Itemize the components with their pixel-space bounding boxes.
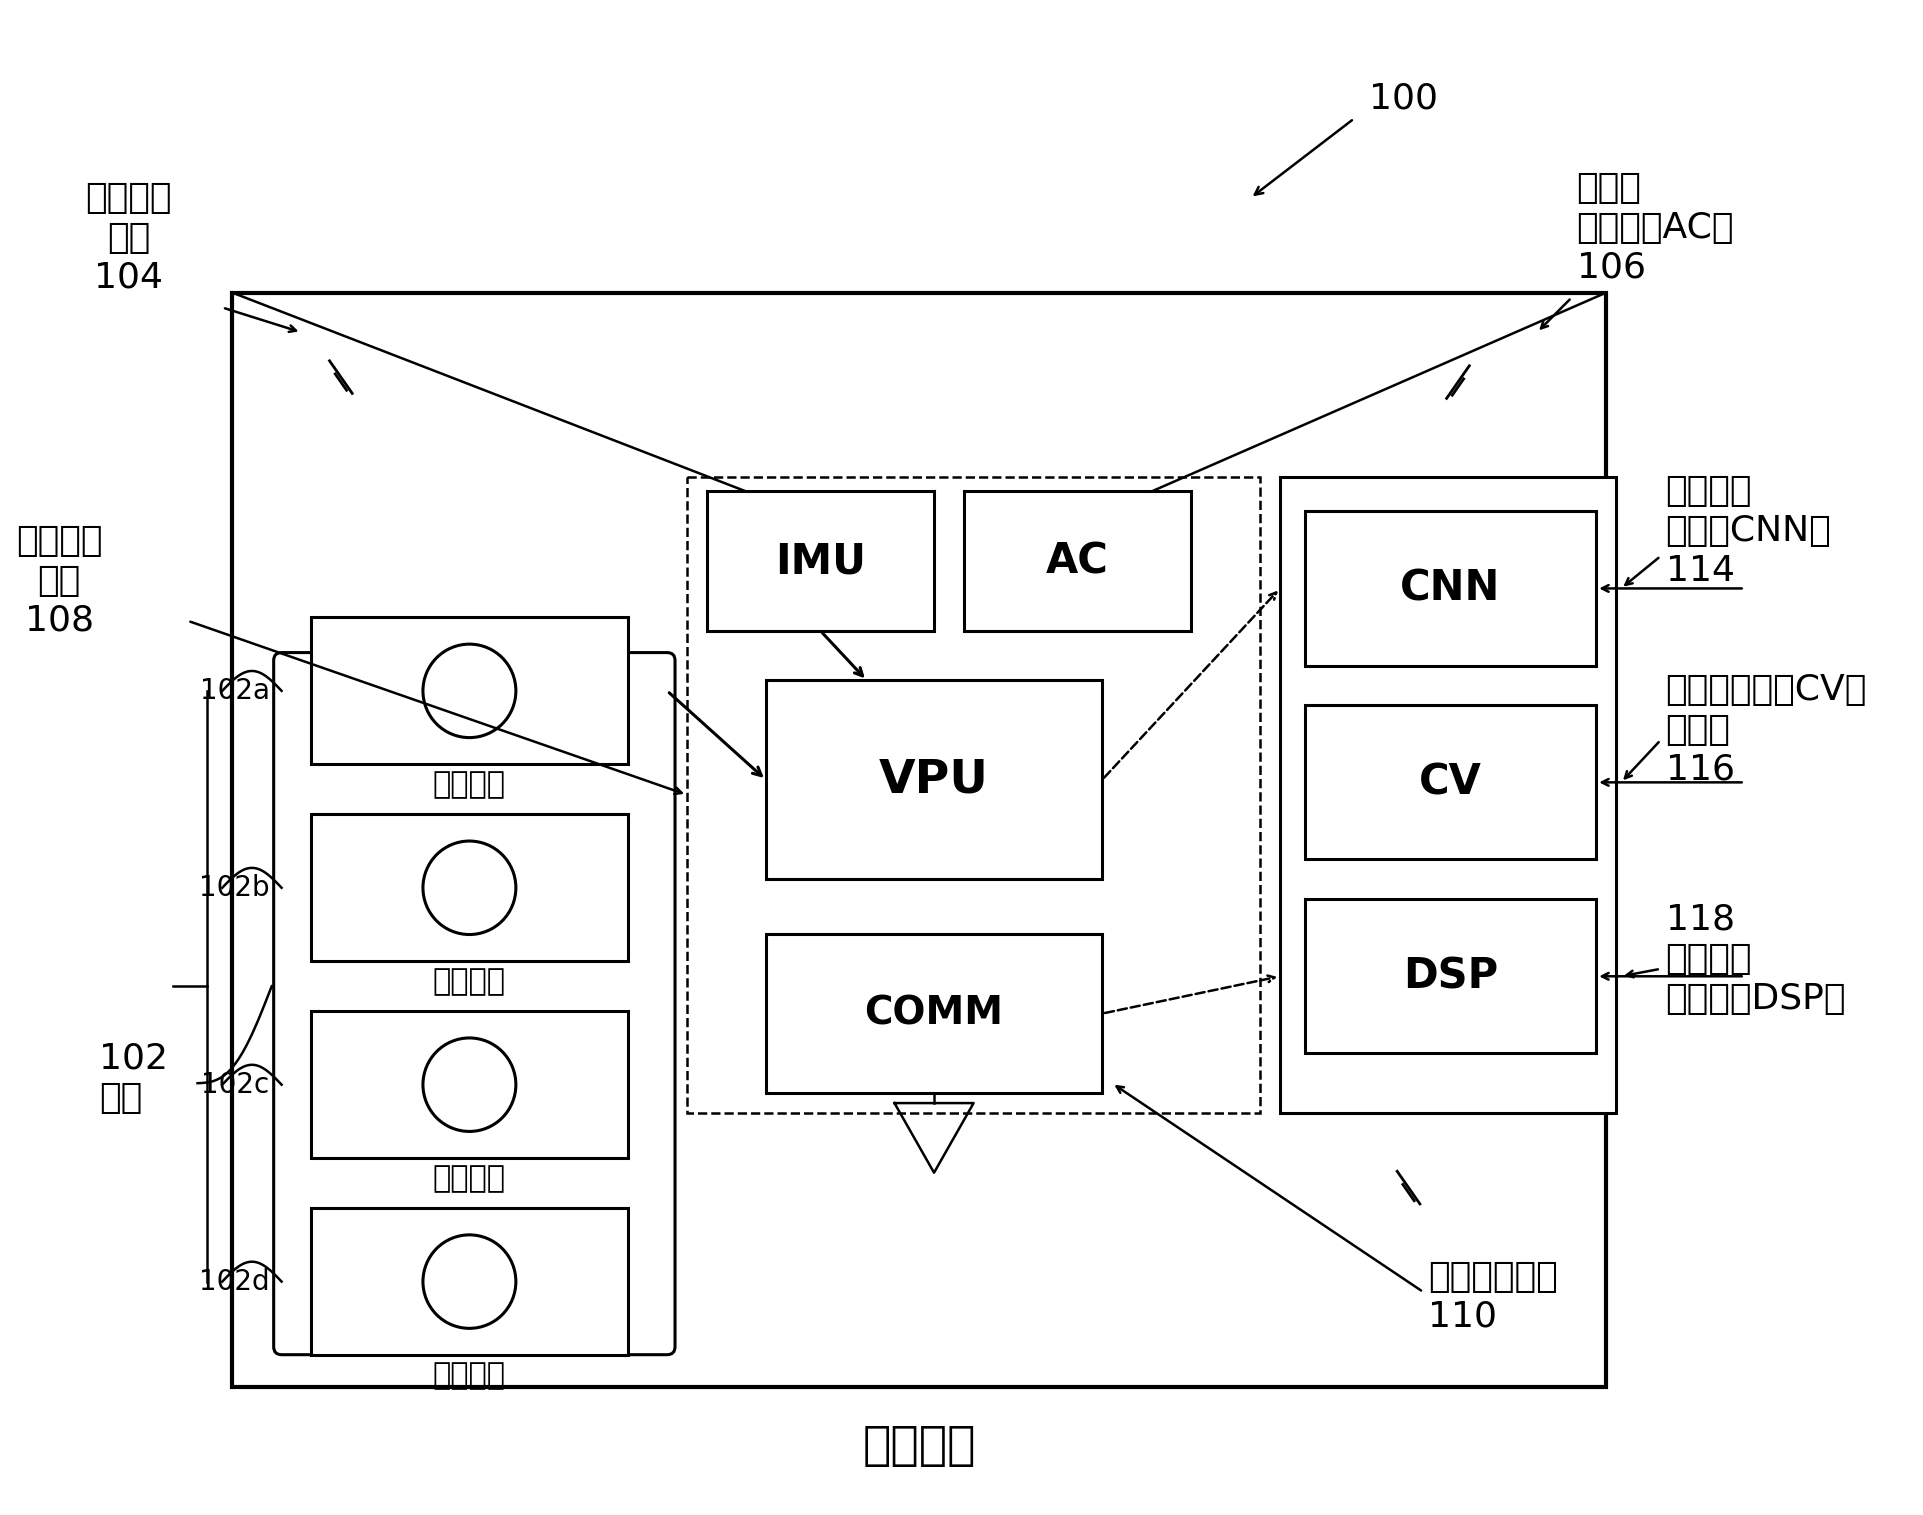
Text: 102a: 102a [200,677,269,704]
Text: CNN: CNN [1400,568,1500,609]
Text: AC: AC [1046,539,1110,582]
Bar [233,292,1606,1386]
Bar [1304,706,1596,859]
Bar [1304,900,1596,1053]
Bar [312,1207,627,1356]
Bar [312,617,627,765]
Text: 118: 118 [1665,901,1735,936]
Text: VPU: VPU [879,758,988,803]
Text: 移动相机: 移动相机 [862,1424,977,1468]
Text: 网络（CNN）: 网络（CNN） [1665,514,1831,548]
Bar [312,814,627,962]
Text: 解码器（AC）: 解码器（AC） [1577,211,1735,245]
Text: 104: 104 [94,261,163,294]
Text: CV: CV [1419,762,1483,803]
Text: 102b: 102b [200,874,269,901]
Text: 高分辨率: 高分辨率 [433,1164,506,1194]
Text: 102c: 102c [202,1071,269,1098]
Text: 无线通信接口: 无线通信接口 [1429,1260,1558,1294]
Text: 100: 100 [1369,82,1438,115]
Text: 110: 110 [1429,1300,1498,1333]
Bar [1281,477,1615,1114]
Bar [963,491,1190,630]
Text: 低分辨率: 低分辨率 [433,770,506,800]
Text: COMM: COMM [865,994,1004,1033]
Text: 单元: 单元 [108,221,150,255]
Text: 分析器: 分析器 [1665,714,1731,747]
Text: DSP: DSP [1404,956,1498,997]
Text: 处理器（DSP）: 处理器（DSP） [1665,982,1846,1015]
Bar [312,1011,627,1159]
Bar [765,680,1102,879]
Text: 102: 102 [98,1041,167,1076]
Text: 相机: 相机 [98,1082,142,1115]
Text: 102d: 102d [200,1268,269,1295]
Text: 低分辨率: 低分辨率 [433,967,506,997]
Text: 音频编: 音频编 [1577,171,1642,205]
Text: 106: 106 [1577,250,1646,285]
Text: 116: 116 [1665,753,1735,786]
Text: IMU: IMU [775,539,865,582]
Text: 114: 114 [1665,554,1735,588]
Bar [706,491,935,630]
Text: 卷积神经: 卷积神经 [1665,474,1752,509]
Text: 单元: 单元 [38,564,81,598]
Text: 计算机视觉（CV）: 计算机视觉（CV） [1665,673,1867,708]
FancyBboxPatch shape [273,653,675,1354]
Text: 高分辨率: 高分辨率 [433,1360,506,1391]
Text: 惯性测量: 惯性测量 [85,182,171,215]
Bar [687,477,1260,1114]
Bar [1304,512,1596,665]
Text: 视觉处理: 视觉处理 [15,524,102,558]
Bar [765,935,1102,1094]
Text: 数字信号: 数字信号 [1665,942,1752,976]
Text: 108: 108 [25,604,94,638]
